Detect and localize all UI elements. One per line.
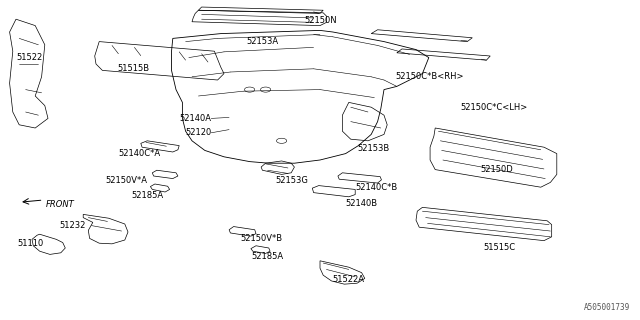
- Text: 52140B: 52140B: [346, 199, 378, 208]
- Text: 52140C*B: 52140C*B: [355, 183, 397, 192]
- Text: 52150D: 52150D: [480, 165, 513, 174]
- Text: 52153G: 52153G: [275, 176, 308, 185]
- Text: 52153B: 52153B: [357, 144, 389, 153]
- Text: 51232: 51232: [60, 221, 86, 230]
- Text: 51522: 51522: [16, 53, 42, 62]
- Text: A505001739: A505001739: [584, 303, 630, 312]
- Text: 52150V*B: 52150V*B: [240, 234, 282, 243]
- Text: 51522A: 51522A: [333, 276, 365, 284]
- Text: 52185A: 52185A: [131, 191, 163, 200]
- Text: 52153A: 52153A: [246, 37, 278, 46]
- Text: 52150C*B<RH>: 52150C*B<RH>: [396, 72, 464, 81]
- Text: 52150V*A: 52150V*A: [106, 176, 148, 185]
- Text: 52140C*A: 52140C*A: [118, 149, 161, 158]
- Text: 52150C*C<LH>: 52150C*C<LH>: [461, 103, 528, 112]
- Text: 52140A: 52140A: [179, 114, 211, 123]
- Text: 51515B: 51515B: [117, 64, 149, 73]
- Text: 51110: 51110: [17, 239, 44, 248]
- Text: 51515C: 51515C: [483, 244, 515, 252]
- Text: 52150N: 52150N: [305, 16, 337, 25]
- Text: 52185A: 52185A: [251, 252, 283, 261]
- Text: FRONT: FRONT: [46, 200, 75, 209]
- Text: 52120: 52120: [185, 128, 211, 137]
